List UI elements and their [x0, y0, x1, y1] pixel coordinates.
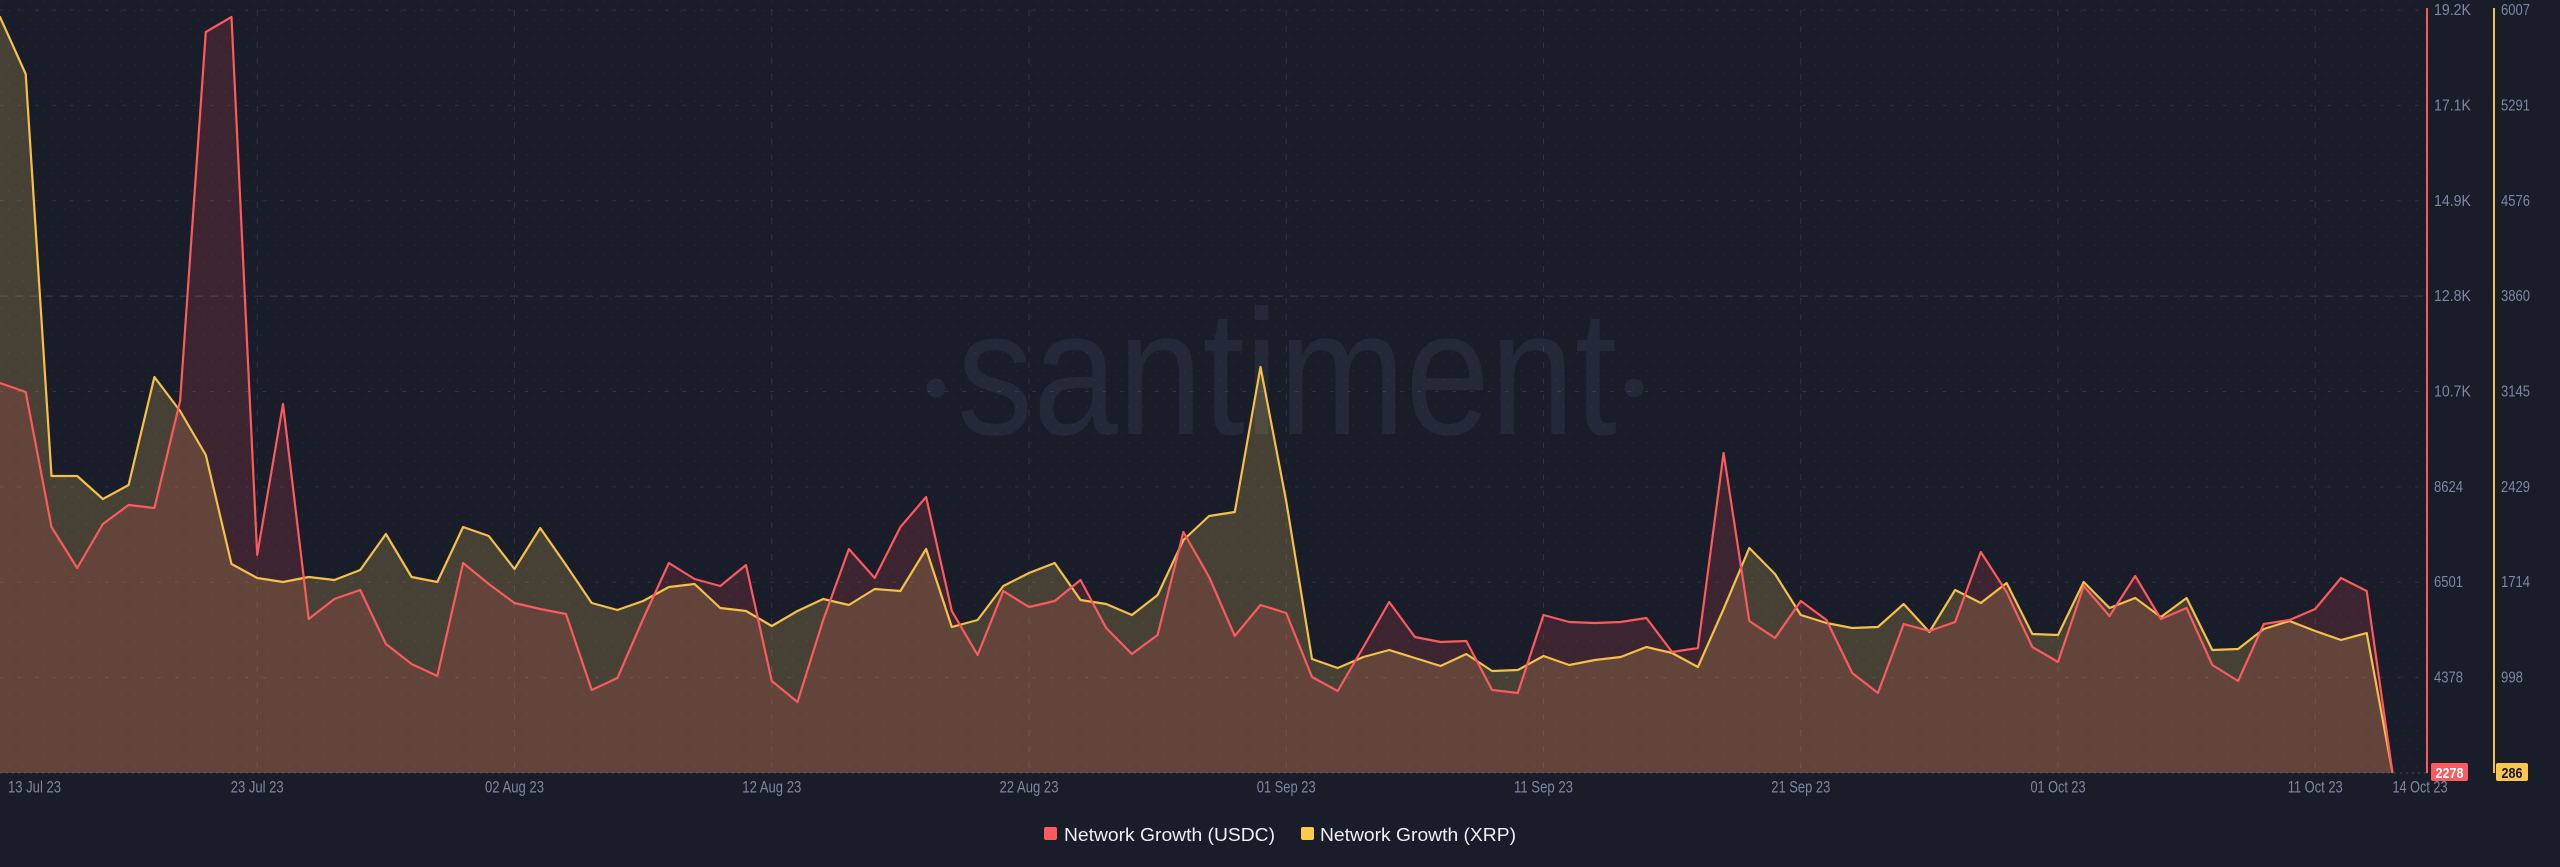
svg-text:998: 998: [2501, 670, 2523, 687]
svg-text:2278: 2278: [2436, 765, 2464, 782]
svg-text:5291: 5291: [2501, 97, 2530, 114]
svg-text:12 Aug 23: 12 Aug 23: [742, 778, 801, 797]
svg-text:11 Oct 23: 11 Oct 23: [2288, 778, 2343, 797]
svg-text:14.9K: 14.9K: [2434, 193, 2471, 210]
svg-text:3145: 3145: [2501, 384, 2530, 401]
svg-text:Network Growth (XRP): Network Growth (XRP): [1320, 825, 1516, 845]
svg-text:13 Jul 23: 13 Jul 23: [8, 778, 61, 797]
svg-text:11 Sep 23: 11 Sep 23: [1514, 778, 1573, 797]
svg-text:8624: 8624: [2434, 479, 2463, 496]
svg-text:286: 286: [2502, 765, 2523, 782]
svg-text:2429: 2429: [2501, 479, 2530, 496]
svg-text:1714: 1714: [2501, 574, 2530, 591]
svg-text:01 Sep 23: 01 Sep 23: [1257, 778, 1316, 797]
svg-text:14 Oct 23: 14 Oct 23: [2393, 778, 2448, 797]
svg-text:3860: 3860: [2501, 288, 2530, 305]
svg-text:01 Oct 23: 01 Oct 23: [2031, 778, 2086, 797]
svg-text:4576: 4576: [2501, 193, 2530, 210]
svg-text:12.8K: 12.8K: [2434, 288, 2471, 305]
svg-text:Network Growth (USDC): Network Growth (USDC): [1064, 825, 1275, 845]
svg-text:6501: 6501: [2434, 574, 2463, 591]
svg-text:02 Aug 23: 02 Aug 23: [485, 778, 544, 797]
svg-text:4378: 4378: [2434, 670, 2463, 687]
svg-text:10.7K: 10.7K: [2434, 384, 2471, 401]
svg-text:6007: 6007: [2501, 2, 2530, 19]
svg-text:23 Jul 23: 23 Jul 23: [231, 778, 284, 797]
svg-text:19.2K: 19.2K: [2434, 2, 2471, 19]
svg-text:17.1K: 17.1K: [2434, 97, 2471, 114]
svg-text:22 Aug 23: 22 Aug 23: [1000, 778, 1059, 797]
svg-text:21 Sep 23: 21 Sep 23: [1771, 778, 1830, 797]
